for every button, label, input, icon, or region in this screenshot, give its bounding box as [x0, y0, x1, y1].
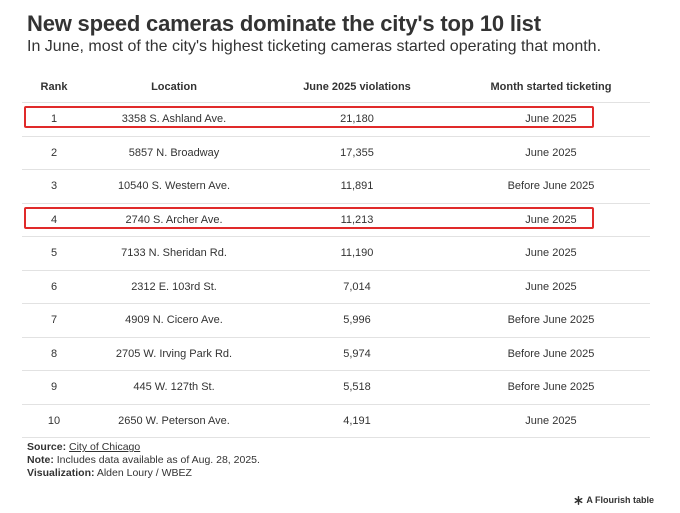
data-table: Rank Location June 2025 violations Month… [22, 72, 650, 438]
source-link[interactable]: City of Chicago [69, 441, 141, 453]
flourish-branding[interactable]: A Flourish table [574, 495, 654, 505]
rank-cell: 5 [50, 247, 58, 260]
location-cell: 445 W. 127th St. [133, 381, 215, 394]
month-started-cell: Before June 2025 [507, 381, 595, 394]
month-started-cell: June 2025 [525, 146, 577, 159]
violations-cell: 11,190 [340, 247, 374, 260]
flourish-asterisk-icon [574, 495, 583, 505]
month-started-cell: June 2025 [525, 213, 577, 226]
month-started-cell: June 2025 [525, 414, 577, 427]
table-row: 4 2740 S. Archer Ave. 11,213 June 2025 [22, 204, 650, 237]
table-row: 7 4909 N. Cicero Ave. 5,996 Before June 202… [22, 304, 650, 338]
violations-cell: 21,180 [340, 113, 374, 126]
chart-title: New speed cameras dominate the city's to… [27, 11, 541, 36]
location-cell: 2740 S. Archer Ave. [125, 213, 223, 226]
rank-cell: 6 [50, 280, 58, 293]
location-cell: 4909 N. Cicero Ave. [125, 314, 223, 327]
rank-cell: 7 [50, 314, 58, 327]
rank-cell: 4 [50, 213, 58, 226]
location-cell: 10540 S. Western Ave. [117, 180, 231, 193]
note-line: Note: Includes data available as of Aug.… [27, 454, 260, 466]
violations-cell: 5,996 [343, 314, 371, 327]
visualization-credit: Visualization: Alden Loury / WBEZ [27, 467, 192, 479]
table-row: 2 5857 N. Broadway 17,355 June 2025 [22, 137, 650, 170]
violations-cell: 7,014 [343, 280, 371, 293]
violations-cell: 5,518 [343, 381, 371, 394]
table-row: 6 2312 E. 103rd St. 7,014 June 2025 [22, 271, 650, 304]
month-started-cell: June 2025 [525, 113, 577, 126]
table-row: 3 10540 S. Western Ave. 11,891 Before June … [22, 170, 650, 204]
violations-cell: 4,191 [343, 414, 371, 427]
month-started-cell: Before June 2025 [507, 347, 595, 360]
table-row: 5 7133 N. Sheridan Rd. 11,190 June 2025 [22, 237, 650, 271]
chart-subtitle: In June, most of the city's highest tick… [27, 38, 602, 55]
rank-cell: 10 [47, 414, 61, 427]
location-cell: 2705 W. Irving Park Rd. [115, 347, 233, 360]
table-row: 9 445 W. 127th St. 5,518 Before June 2025 [22, 371, 650, 405]
rank-cell: 1 [50, 113, 58, 126]
table-row: 8 2705 W. Irving Park Rd. 5,974 Before June… [22, 338, 650, 371]
table-row: 10 2650 W. Peterson Ave. 4,191 June 2025 [22, 405, 650, 438]
table-row: 1 3358 S. Ashland Ave. 21,180 June 2025 [22, 103, 650, 137]
header-rank: Rank [40, 81, 68, 93]
month-started-cell: June 2025 [525, 280, 577, 293]
header-location: Location [151, 81, 197, 93]
location-cell: 2650 W. Peterson Ave. [118, 414, 230, 427]
location-cell: 3358 S. Ashland Ave. [121, 113, 227, 126]
flourish-branding-text: A Flourish table [586, 495, 654, 505]
rank-cell: 2 [50, 146, 58, 159]
violations-cell: 11,213 [340, 213, 374, 226]
month-started-cell: Before June 2025 [507, 180, 595, 193]
violations-cell: 5,974 [343, 347, 371, 360]
source-line: Source: City of Chicago [27, 441, 141, 453]
violations-cell: 11,891 [340, 180, 374, 193]
rank-cell: 3 [50, 180, 58, 193]
location-cell: 7133 N. Sheridan Rd. [121, 247, 227, 260]
header-violations: June 2025 violations [303, 81, 411, 93]
location-cell: 5857 N. Broadway [128, 146, 220, 159]
month-started-cell: June 2025 [525, 247, 577, 260]
month-started-cell: Before June 2025 [507, 314, 595, 327]
rank-cell: 8 [50, 347, 58, 360]
table-header-row: Rank Location June 2025 violations Month… [22, 72, 650, 103]
location-cell: 2312 E. 103rd St. [131, 280, 217, 293]
rank-cell: 9 [50, 381, 58, 394]
violations-cell: 17,355 [340, 146, 374, 159]
footer: Source: City of Chicago Note: Includes d… [27, 441, 260, 480]
header-month-started: Month started ticketing [490, 81, 612, 93]
